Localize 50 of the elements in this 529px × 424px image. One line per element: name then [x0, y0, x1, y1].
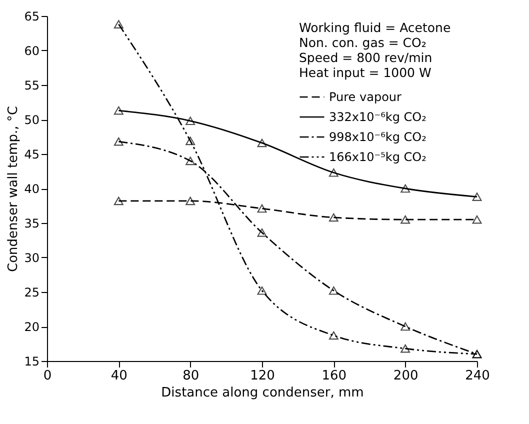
point: [328, 331, 338, 340]
point: [400, 215, 410, 224]
point: [472, 215, 482, 224]
legend-label: 998x10⁻⁶kg CO₂: [329, 130, 427, 144]
y-tick-label: 45: [24, 148, 40, 162]
annotation: Heat input = 1000 W: [299, 65, 432, 80]
annotation: Speed = 800 rev/min: [299, 50, 432, 65]
x-axis-title: Distance along condenser, mm: [161, 386, 364, 400]
point: [257, 204, 267, 213]
point: [257, 138, 267, 148]
y-tick-label: 15: [24, 354, 40, 368]
x-tick-label: 160: [322, 368, 347, 384]
legend-label: Pure vapour: [329, 90, 402, 104]
point: [400, 322, 410, 331]
point: [257, 228, 267, 237]
point: [328, 286, 338, 295]
y-axis-title: Condenser wall temp., °C: [6, 106, 22, 272]
y-tick-label: 40: [24, 182, 40, 196]
point: [328, 168, 338, 177]
point: [114, 196, 124, 206]
y-tick-label: 65: [24, 10, 40, 24]
point: [472, 192, 482, 201]
point: [328, 213, 338, 222]
point: [186, 116, 196, 126]
point: [186, 136, 196, 146]
point: [114, 106, 124, 115]
annotation: Working fluid = Acetone: [299, 20, 451, 35]
legend-label: 166x10⁻⁵kg CO₂: [329, 150, 427, 164]
point: [114, 20, 124, 28]
y-tick-label: 35: [24, 216, 40, 230]
y-tick-label: 30: [24, 251, 40, 265]
x-tick-label: 240: [465, 368, 490, 384]
point: [400, 344, 410, 353]
annotation: Non. con. gas = CO₂: [299, 35, 426, 50]
point: [186, 156, 196, 166]
point: [186, 196, 196, 206]
x-tick-label: 80: [182, 368, 200, 384]
x-tick-label: 40: [110, 368, 128, 384]
point: [257, 286, 267, 295]
y-tick-label: 25: [24, 286, 40, 300]
y-tick-label: 60: [24, 44, 40, 58]
legend-label: 332x10⁻⁶kg CO₂: [329, 110, 427, 124]
y-tick-label: 20: [24, 320, 40, 334]
point: [114, 137, 124, 146]
y-tick-label: 55: [24, 78, 40, 92]
x-tick-label: 200: [393, 368, 418, 384]
point: [400, 184, 410, 193]
x-tick-label: 0: [43, 368, 52, 384]
y-tick-label: 50: [24, 113, 40, 127]
x-tick-label: 120: [250, 368, 275, 384]
